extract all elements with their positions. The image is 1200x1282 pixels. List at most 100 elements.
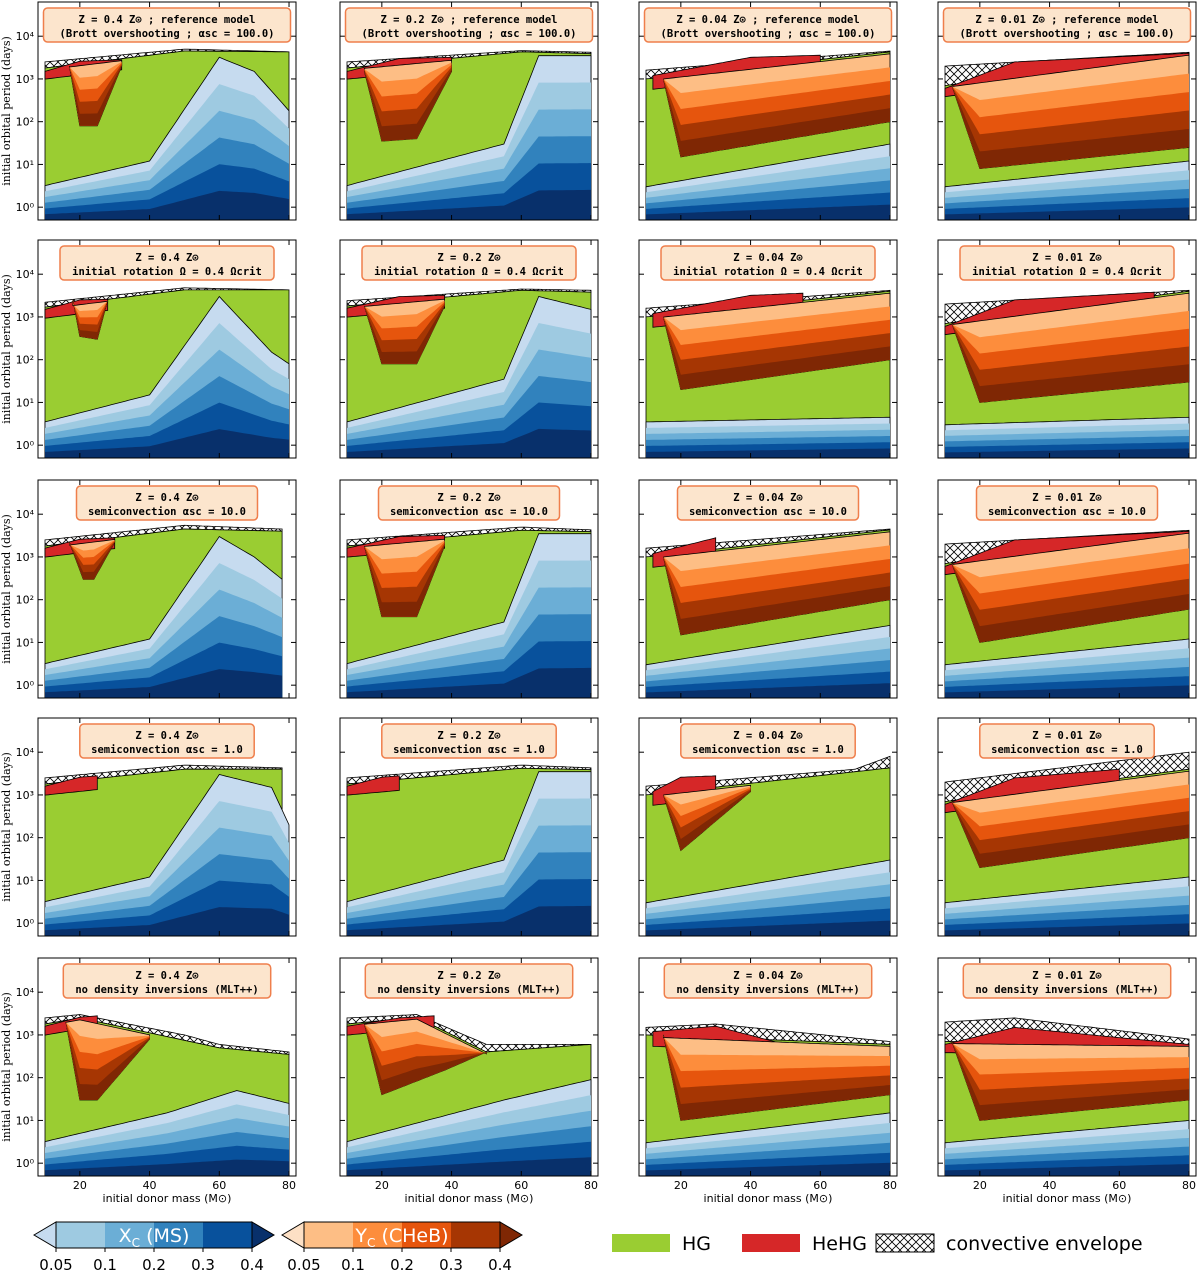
x-tick-label: 80 — [584, 1179, 598, 1192]
subplot-plot-area — [944, 529, 1190, 698]
subplot-1-3: Z = 0.01 Z⊙ initial rotation Ω = 0.4 Ωcri… — [937, 239, 1197, 459]
hehg-region — [346, 775, 400, 796]
subplot-frame — [638, 717, 898, 937]
panel-title: Z = 0.4 Z⊙ semiconvection αsc = 1.0 — [79, 723, 255, 759]
subplot-4-0: 10⁰ 10¹ 10² 10³ 10⁴ 20 40 60 80 Z = 0.4 Z⊙ no dens… — [0, 957, 297, 1205]
panel-title-line2: semiconvection αsc = 10.0 — [88, 506, 246, 518]
colorbar-1: YC (CHeB) 0.05 0.1 0.2 0.3 0.4 — [281, 1221, 523, 1274]
panel-title: Z = 0.01 Z⊙ ; reference model (Brott over… — [942, 7, 1192, 43]
y-tick-label: 10⁴ — [16, 746, 35, 759]
cheb-band — [663, 1034, 890, 1121]
y-tick-label: 10⁴ — [16, 986, 35, 999]
x-tick-label: 60 — [1112, 1179, 1126, 1192]
y-tick-label: 10³ — [16, 551, 34, 564]
cheb-band — [663, 556, 890, 635]
colorbar-segment — [353, 1222, 402, 1248]
subplot-0-2: Z = 0.04 Z⊙ ; reference model (Brott over… — [638, 1, 898, 221]
y-tick-label: 10⁰ — [16, 201, 35, 214]
y-tick-label: 10² — [16, 116, 34, 129]
subplot-plot-area — [645, 50, 891, 220]
panel-title: Z = 0.01 Z⊙ initial rotation Ω = 0.4 Ωcri… — [959, 245, 1175, 281]
subplot-frame — [37, 239, 297, 459]
panel-title-line2: initial rotation Ω = 0.4 Ωcrit — [72, 266, 262, 278]
colorbar-segment — [304, 1222, 353, 1248]
legend-label: HG — [682, 1233, 711, 1255]
panel-title-line2: semiconvection αsc = 10.0 — [988, 506, 1146, 518]
panel-title-line1: Z = 0.4 Z⊙ — [135, 492, 199, 504]
cheb-band — [951, 85, 1189, 169]
colorbar-tick-label: 0.3 — [191, 1256, 215, 1274]
y-tick-label: 10⁴ — [16, 508, 35, 521]
subplot-frame — [937, 239, 1197, 459]
legend-item-0: HG — [612, 1233, 711, 1255]
cheb-band — [65, 1022, 150, 1100]
panel-title-line1: Z = 0.2 Z⊙ — [437, 252, 501, 264]
panel-title-line1: Z = 0.01 Z⊙ — [1032, 970, 1102, 982]
ms-band — [45, 429, 289, 458]
x-tick-label: 20 — [375, 1179, 389, 1192]
subplot-plot-area — [944, 289, 1190, 458]
colorbar-tick-label: 0.05 — [287, 1256, 320, 1274]
cheb-band — [364, 67, 452, 142]
panel-title-line2: initial rotation Ω = 0.4 Ωcrit — [673, 266, 863, 278]
colorbar-tick-label: 0.1 — [93, 1256, 117, 1274]
panel-title-line1: Z = 0.04 Z⊙ — [733, 252, 803, 264]
subplot-frame — [638, 1, 898, 221]
y-axis-label: initial orbital period (days) — [0, 36, 13, 186]
x-tick-label: 40 — [143, 1179, 157, 1192]
legend-label: HeHG — [812, 1233, 867, 1255]
y-tick-label: 10³ — [16, 311, 34, 324]
y-tick-label: 10² — [16, 594, 34, 607]
subplot-frame — [339, 1, 599, 221]
y-tick-label: 10⁰ — [16, 439, 35, 452]
panel-title-line2: initial rotation Ω = 0.4 Ωcrit — [972, 266, 1162, 278]
panel-title: Z = 0.04 Z⊙ no density inversions (MLT++) — [663, 963, 873, 999]
subplot-plot-area — [44, 287, 290, 458]
colorbar-tick-label: 0.1 — [341, 1256, 365, 1274]
panel-title-line1: Z = 0.2 Z⊙ — [437, 492, 501, 504]
cheb-band — [364, 543, 445, 617]
y-tick-label: 10⁴ — [16, 30, 35, 43]
subplot-plot-area — [44, 524, 283, 698]
panel-title: Z = 0.04 Z⊙ initial rotation Ω = 0.4 Ωcri… — [660, 245, 876, 281]
cheb-band — [951, 1041, 1189, 1121]
cheb-band — [65, 1022, 150, 1100]
legend-swatch — [875, 1233, 935, 1253]
y-tick-label: 10¹ — [16, 1114, 34, 1127]
subplot-frame — [638, 239, 898, 459]
x-axis-label: initial donor mass (M⊙) — [1003, 1192, 1132, 1205]
y-axis-label: initial orbital period (days) — [0, 992, 13, 1142]
subplot-3-2: Z = 0.04 Z⊙ semiconvection αsc = 1.0 — [638, 717, 898, 937]
y-tick-label: 10¹ — [16, 158, 34, 171]
ms-band — [945, 1164, 1189, 1176]
panel-title-line2: no density inversions (MLT++) — [975, 984, 1158, 996]
panel-title-line1: Z = 0.4 Z⊙ ; reference model — [78, 14, 255, 26]
subplot-4-3: 20 40 60 80 Z = 0.01 Z⊙ no density inversions… — [937, 957, 1197, 1205]
subplot-2-3: Z = 0.01 Z⊙ semiconvection αsc = 10.0 — [937, 479, 1197, 699]
subplot-3-1: Z = 0.2 Z⊙ semiconvection αsc = 1.0 — [339, 717, 599, 937]
colorbar-segment — [203, 1222, 252, 1248]
colorbar-segment — [56, 1222, 105, 1248]
ms-band — [646, 683, 890, 698]
panel-title-line1: Z = 0.04 Z⊙ — [733, 492, 803, 504]
cheb-band — [69, 63, 122, 126]
subplot-plot-area — [944, 1017, 1190, 1176]
colorbar-tick-label: 0.2 — [390, 1256, 414, 1274]
x-axis-label: initial donor mass (M⊙) — [405, 1192, 534, 1205]
x-axis-label: initial donor mass (M⊙) — [103, 1192, 232, 1205]
panel-title-line2: (Brott overshooting ; αsc = 100.0) — [60, 28, 275, 40]
panel-grid: 10⁰ 10¹ 10² 10³ 10⁴ Z = 0.4 Z⊙ ; reference mo… — [0, 1, 1197, 1205]
ms-band — [347, 189, 591, 220]
subplot-frame — [339, 717, 599, 937]
panel-title: Z = 0.01 Z⊙ semiconvection αsc = 10.0 — [975, 485, 1159, 521]
x-tick-label: 80 — [883, 1179, 897, 1192]
subplot-frame — [37, 479, 297, 699]
panel-title-line1: Z = 0.01 Z⊙ — [1032, 730, 1102, 742]
subplot-2-1: Z = 0.2 Z⊙ semiconvection αsc = 10.0 — [339, 479, 599, 699]
subplot-plot-area — [346, 288, 592, 458]
subplot-1-0: 10⁰ 10¹ 10² 10³ 10⁴ Z = 0.4 Z⊙ initial rotatio… — [0, 239, 297, 459]
ms-band — [646, 1162, 890, 1176]
panel-title-line1: Z = 0.2 Z⊙ ; reference model — [380, 14, 557, 26]
subplot-frame — [937, 1, 1197, 221]
